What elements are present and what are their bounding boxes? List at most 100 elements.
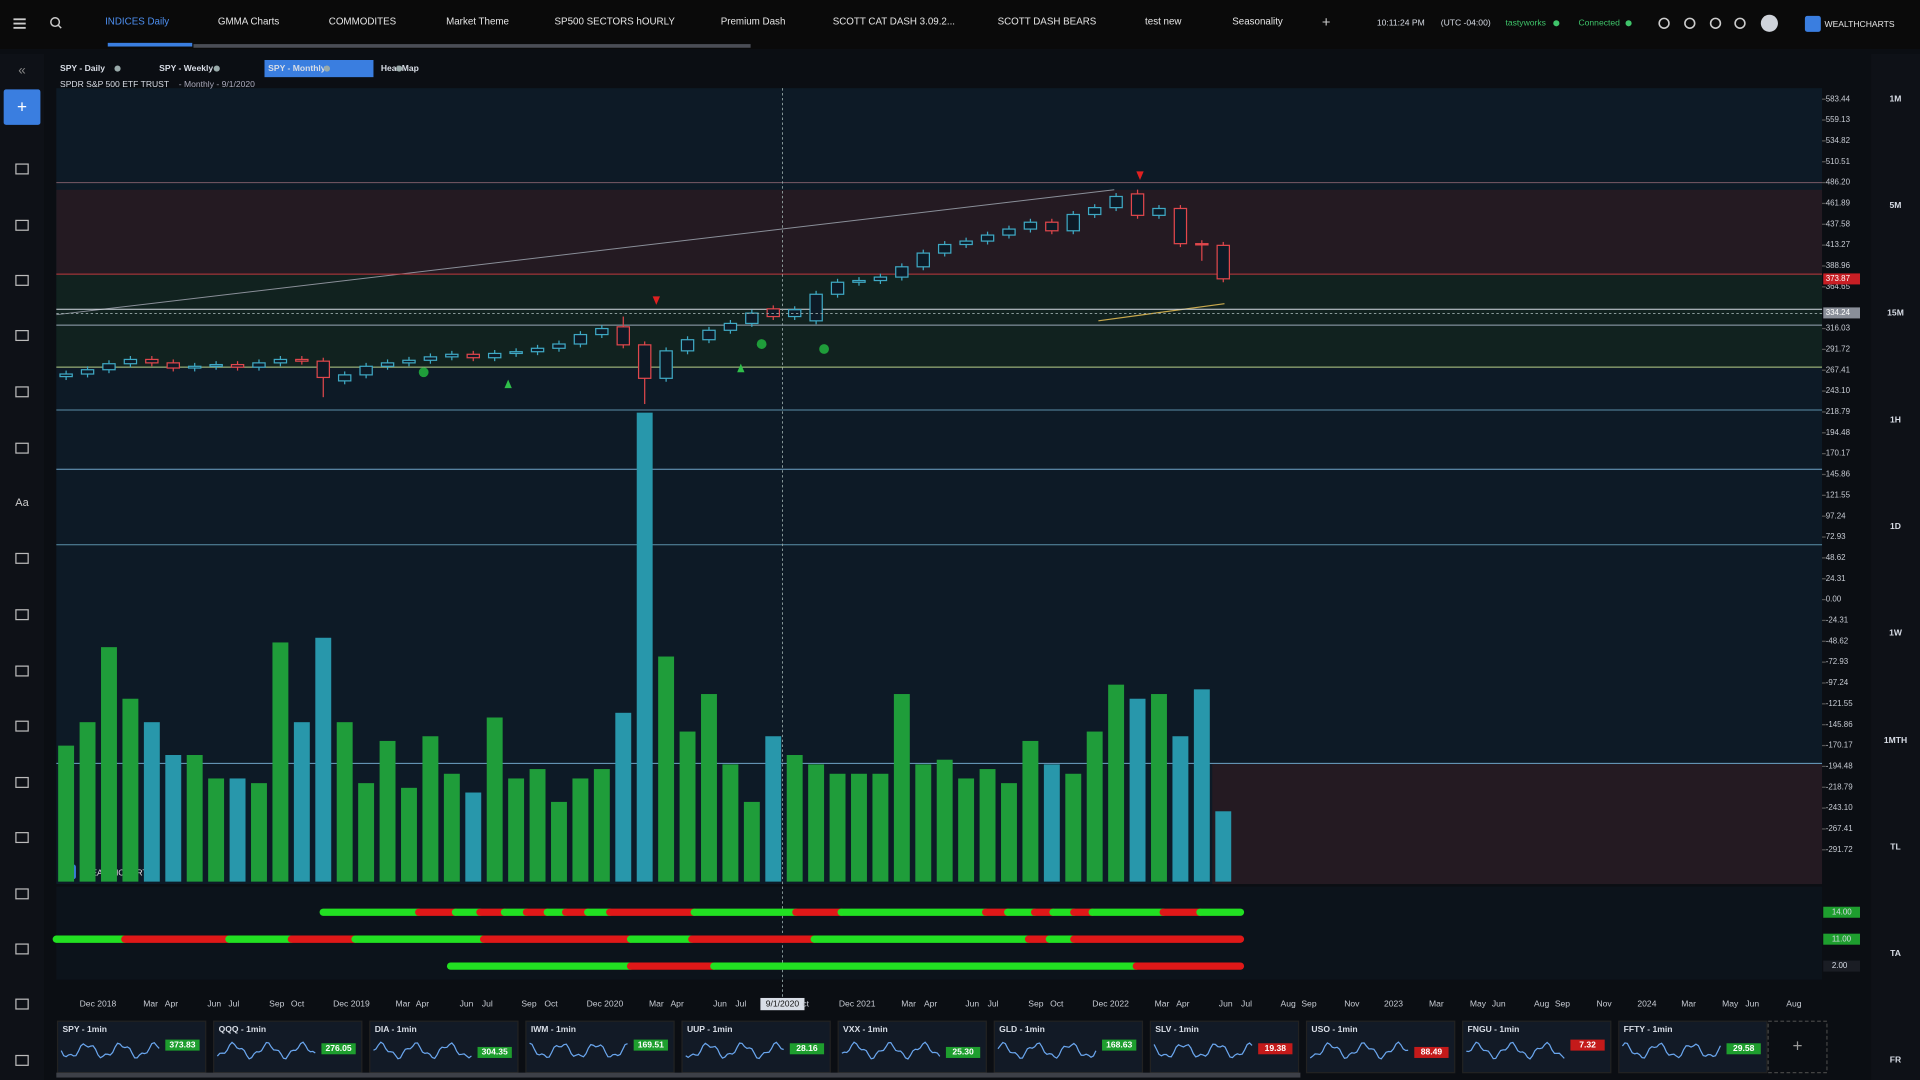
header-icon[interactable] <box>1734 17 1746 29</box>
avatar[interactable] <box>1760 14 1778 32</box>
volume-bar <box>679 731 696 882</box>
watch-card[interactable] <box>1305 1020 1456 1074</box>
search-icon[interactable] <box>50 17 62 29</box>
tab[interactable]: Seasonality <box>1232 17 1283 28</box>
tool-icon[interactable] <box>15 163 29 175</box>
x-tick-label: Oct <box>544 998 558 1008</box>
zone-red <box>56 189 1823 275</box>
timeframe[interactable]: 1M <box>1890 93 1902 103</box>
signal-down <box>652 296 660 305</box>
volume-bar <box>829 773 846 882</box>
chart-tab-close[interactable] <box>213 65 220 72</box>
candle-body <box>380 362 395 367</box>
y-tick-label: 243.10 <box>1826 386 1851 395</box>
timeframe[interactable]: 5M <box>1890 200 1902 210</box>
tool-icon[interactable] <box>15 330 29 342</box>
tool-icon[interactable] <box>15 386 29 398</box>
new-tab[interactable]: + <box>1322 15 1331 31</box>
tab[interactable]: GMMA Charts <box>218 17 280 28</box>
volume-bar <box>765 736 782 882</box>
tab[interactable]: test new <box>1145 17 1182 28</box>
timeframe[interactable]: TA <box>1890 948 1901 958</box>
header-icon[interactable] <box>1684 17 1696 29</box>
chart-tab-close[interactable] <box>114 65 121 72</box>
chart-tab-close[interactable] <box>396 65 403 72</box>
x-tick-label: 9/1/2020 <box>766 998 800 1008</box>
x-tick-label: Apr <box>924 998 937 1008</box>
tab[interactable]: Premium Dash <box>721 17 786 28</box>
chart-tab-close[interactable] <box>323 65 330 72</box>
tab[interactable]: SCOTT CAT DASH 3.09.2... <box>833 17 955 28</box>
menu-icon[interactable] <box>13 18 26 29</box>
sparkline <box>685 1041 784 1060</box>
collapse-left[interactable]: « <box>18 63 25 78</box>
watch-price-tag <box>477 1046 512 1058</box>
tab[interactable]: INDICES Daily <box>105 17 169 28</box>
tool-icon[interactable] <box>15 943 29 955</box>
tool-icon[interactable] <box>15 552 29 564</box>
x-tick-label: ct <box>802 998 809 1008</box>
chart-tab[interactable]: SPY - Monthly <box>268 63 326 73</box>
tool-icon[interactable] <box>15 720 29 732</box>
y-tick-label: -72.93 <box>1826 657 1849 666</box>
tool-icon[interactable] <box>15 888 29 900</box>
tool-icon[interactable] <box>15 832 29 844</box>
chart-subtitle: - Monthly - 9/1/2020 <box>179 79 255 89</box>
chart-tab[interactable]: SPY - Weekly <box>159 63 213 73</box>
timeframe[interactable]: 1D <box>1890 521 1901 531</box>
tab[interactable]: SCOTT DASH BEARS <box>998 17 1097 28</box>
sparkline <box>60 1041 160 1059</box>
y-tick-label: 72.93 <box>1826 532 1846 541</box>
tab[interactable]: SP500 SECTORS hOURLY <box>555 17 676 28</box>
chart-tab-active <box>264 60 374 78</box>
add-icon: + <box>17 96 27 116</box>
tool-icon[interactable] <box>15 219 29 231</box>
indicator-tag-label: 11.00 <box>1832 934 1852 943</box>
tab[interactable]: Market Theme <box>446 17 509 28</box>
timeframe[interactable]: 1W <box>1889 627 1903 637</box>
watch-card[interactable] <box>837 1020 987 1074</box>
timeframe[interactable]: 15M <box>1887 308 1904 318</box>
tab[interactable]: COMMODITES <box>329 17 397 28</box>
tool-icon[interactable] <box>15 442 29 454</box>
volume-bar <box>422 736 439 882</box>
signal-down <box>1136 171 1144 180</box>
watch-label: IWM - 1min <box>531 1024 576 1034</box>
timeframe[interactable]: 1H <box>1890 414 1901 424</box>
volume-bar <box>336 722 353 882</box>
candle-body <box>102 363 116 371</box>
tool-icon[interactable] <box>15 998 29 1010</box>
sparkline <box>529 1042 628 1058</box>
tool-icon[interactable] <box>15 665 29 677</box>
header-icon[interactable] <box>1709 17 1722 29</box>
tool-icon[interactable] <box>15 609 29 621</box>
chart-tab[interactable]: SPY - Daily <box>60 63 105 73</box>
tool-text[interactable]: Aa <box>15 497 29 509</box>
price-tag <box>1823 273 1860 285</box>
watch-price: 304.35 <box>482 1047 508 1057</box>
candle-body <box>766 308 780 318</box>
connection-status: Connected <box>1578 18 1620 28</box>
x-tick-label: Jul <box>482 998 493 1008</box>
header-icon[interactable] <box>1658 17 1670 29</box>
chart-title: SPDR S&P 500 ETF TRUST <box>60 79 170 89</box>
x-tick-label: Jun <box>1745 998 1759 1008</box>
timeframe[interactable]: TL <box>1890 842 1900 852</box>
add-button[interactable] <box>3 89 41 125</box>
tool-icon[interactable] <box>15 776 29 788</box>
x-tick-label: Mar <box>1155 998 1170 1008</box>
y-tick-label: -121.55 <box>1826 699 1854 708</box>
signal-dot <box>418 367 429 378</box>
candle-body <box>445 353 459 358</box>
y-tick-label: -218.79 <box>1826 782 1854 791</box>
tool-icon[interactable] <box>15 1054 29 1066</box>
candle-body <box>723 322 738 331</box>
brand: WEALTHCHARTS <box>1824 19 1894 29</box>
candle-body <box>423 356 438 361</box>
tool-icon[interactable] <box>15 274 29 286</box>
timeframe[interactable]: FR <box>1890 1055 1902 1065</box>
timeframe[interactable]: 1MTH <box>1884 735 1907 745</box>
watch-label: QQQ - 1min <box>219 1024 267 1034</box>
volume-bar <box>743 801 760 882</box>
